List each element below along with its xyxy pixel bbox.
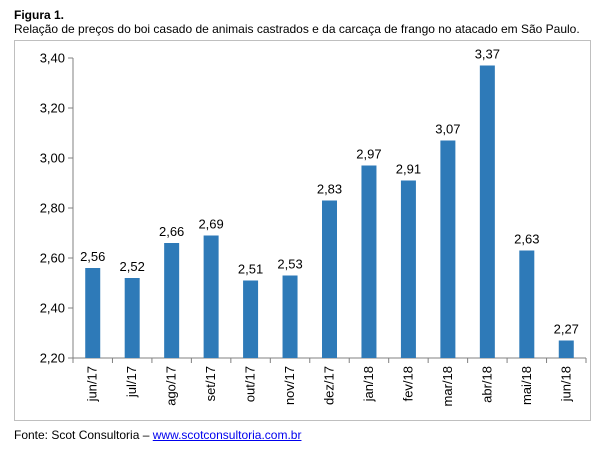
data-label: 2,83 <box>317 182 342 197</box>
data-label: 2,27 <box>554 322 579 337</box>
source-footer: Fonte: Scot Consultoria – www.scotconsul… <box>14 428 301 442</box>
x-tick-label: ago/17 <box>164 366 179 406</box>
y-tick-label: 3,20 <box>40 101 65 116</box>
y-tick-label: 2,60 <box>40 251 65 266</box>
x-tick-label: abr/18 <box>479 366 494 403</box>
x-tick-label: jun/18 <box>558 366 573 402</box>
data-label: 2,91 <box>396 162 421 177</box>
bar-set-17 <box>203 235 219 358</box>
data-label: 2,66 <box>159 224 184 239</box>
bar-out-17 <box>243 280 259 358</box>
figure-caption: Relação de preços do boi casado de anima… <box>14 22 580 36</box>
chart-frame: 2,20 2,40 2,60 2,80 3,00 3,20 3,40 2,56 jun/17 2,… <box>14 40 591 421</box>
y-tick-label: 2,20 <box>40 351 65 366</box>
source-link[interactable]: www.scotconsultoria.com.br <box>152 428 302 442</box>
x-tick-label: out/17 <box>243 366 258 402</box>
x-tick-label: fev/18 <box>400 366 415 401</box>
bar-jun-17 <box>85 268 101 358</box>
y-tick-label: 3,40 <box>40 51 65 66</box>
y-tick-label: 2,40 <box>40 301 65 316</box>
y-tick-label: 3,00 <box>40 151 65 166</box>
data-label: 2,69 <box>198 217 223 232</box>
x-tick-label: nov/17 <box>282 366 297 405</box>
data-label: 2,56 <box>80 249 105 264</box>
data-label: 2,63 <box>514 232 539 247</box>
bar-abr-18 <box>479 65 495 358</box>
x-tick-label: mai/18 <box>519 366 534 405</box>
bar-nov-17 <box>282 275 298 358</box>
x-tick-label: mar/18 <box>440 366 455 406</box>
x-tick-label: jan/18 <box>361 366 376 402</box>
bar-chart: 2,20 2,40 2,60 2,80 3,00 3,20 3,40 2,56 jun/17 2,… <box>40 47 587 406</box>
data-label: 2,51 <box>238 262 263 277</box>
data-label: 2,97 <box>356 147 381 162</box>
figure-label: Figura 1. <box>14 8 65 22</box>
source-prefix: Fonte: Scot Consultoria – <box>14 428 153 442</box>
data-label: 3,07 <box>435 122 460 137</box>
x-tick-label: dez/17 <box>322 366 337 405</box>
bar-jun-18 <box>558 340 574 358</box>
bar-dez-17 <box>322 200 337 358</box>
bar-ago-17 <box>164 243 180 358</box>
bar-mai-18 <box>519 250 535 358</box>
x-tick-label: jun/17 <box>85 366 100 402</box>
bar-jan-18 <box>361 165 377 358</box>
x-tick-label: jul/17 <box>124 366 139 398</box>
bar-mar-18 <box>440 140 456 358</box>
data-label: 3,37 <box>475 47 500 62</box>
data-label: 2,53 <box>277 257 302 272</box>
data-label: 2,52 <box>120 259 145 274</box>
bar-jul-17 <box>124 278 140 358</box>
x-tick-label: set/17 <box>203 366 218 401</box>
bar-fev-18 <box>400 180 416 358</box>
y-tick-label: 2,80 <box>40 201 65 216</box>
